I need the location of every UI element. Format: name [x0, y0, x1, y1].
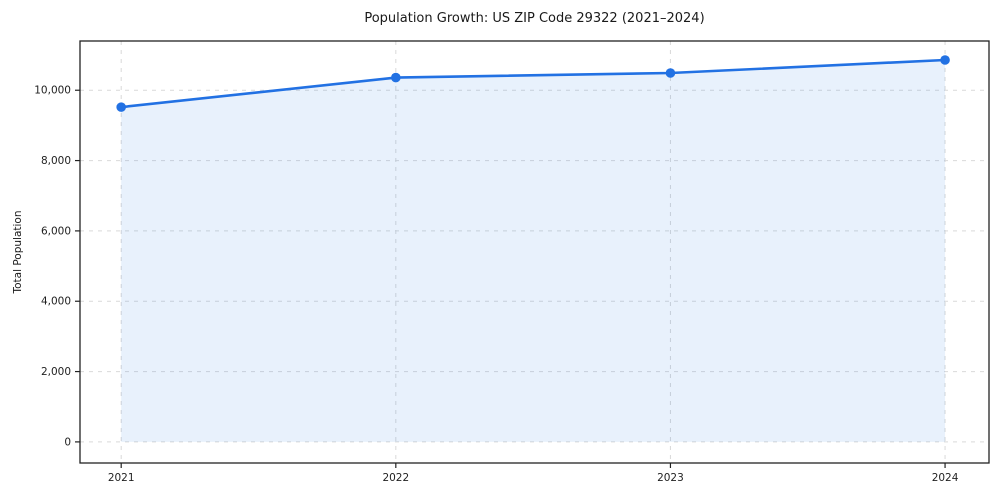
- data-point-marker: [665, 68, 676, 78]
- chart-title: Population Growth: US ZIP Code 29322 (20…: [364, 11, 705, 26]
- data-point-marker: [391, 72, 401, 83]
- y-tick-label: 8,000: [41, 155, 71, 167]
- x-tick-label: 2024: [932, 472, 959, 484]
- series-area-fill: [121, 59, 946, 442]
- data-point-marker: [940, 55, 950, 65]
- x-tick-label: 2022: [382, 472, 409, 484]
- y-tick-label: 6,000: [41, 225, 71, 237]
- series-line: [121, 58, 946, 109]
- y-tick-label: 2,000: [41, 366, 71, 378]
- axes-frame: [79, 40, 990, 464]
- x-tick-label: 2023: [657, 472, 684, 484]
- y-tick-label: 4,000: [41, 296, 71, 308]
- y-tick-label: 10,000: [34, 85, 71, 97]
- y-tick-label: 0: [64, 436, 71, 448]
- x-tick-label: 2021: [108, 472, 135, 484]
- y-axis-label: Total Population: [12, 210, 24, 294]
- data-point-marker: [116, 102, 126, 112]
